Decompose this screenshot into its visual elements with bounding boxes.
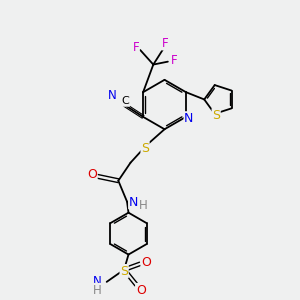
Text: O: O [136,284,146,296]
Text: H: H [139,200,147,212]
Text: F: F [162,37,168,50]
Text: S: S [141,142,149,154]
Text: S: S [212,109,220,122]
Text: N: N [184,112,194,125]
Text: O: O [87,167,97,181]
Text: N: N [93,275,102,288]
Text: F: F [133,40,139,54]
Text: F: F [171,54,178,67]
Text: N: N [129,196,138,209]
Text: H: H [93,284,102,296]
Text: S: S [120,265,128,278]
Text: N: N [108,89,117,102]
Text: O: O [141,256,151,269]
Text: C: C [122,96,130,106]
